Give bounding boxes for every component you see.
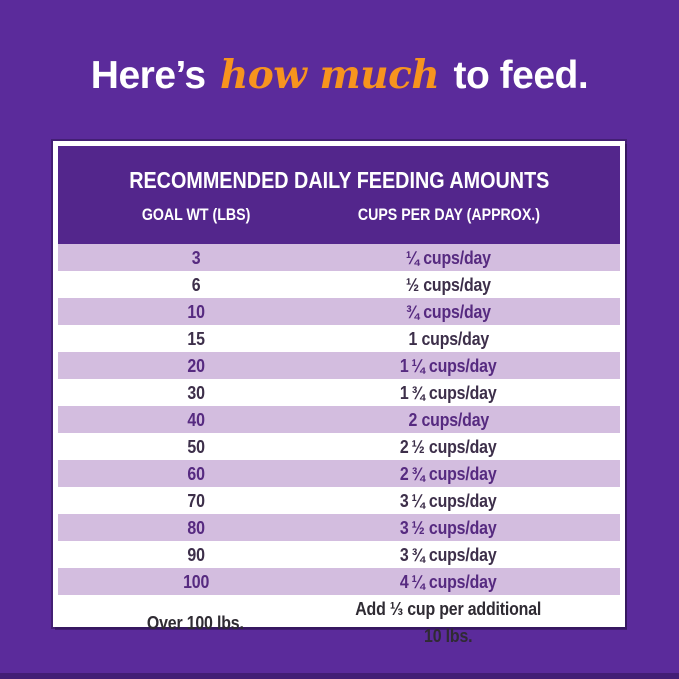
cell-goal-wt: 15 [187, 328, 205, 349]
cell-cups: ½ cups/day [406, 274, 492, 295]
cell-goal-wt: 40 [187, 409, 205, 430]
cell-cups: 3 ¾ cups/day [400, 544, 497, 565]
table-rows: 3 ¼ cups/day 6 ½ cups/day 10 ¾ cups/day … [58, 244, 620, 646]
bottom-edge-shading [0, 673, 679, 679]
cell-goal-wt: 3 [191, 247, 201, 268]
cell-goal-wt: 100 [182, 571, 209, 592]
cell-goal-wt: 10 [187, 301, 205, 322]
cell-cups: 2 ¾ cups/day [400, 463, 497, 484]
table-row: 30 1 ¾ cups/day [58, 379, 620, 406]
cell-goal-wt: Over 100 lbs. [147, 611, 245, 633]
cell-cups: 1 ¼ cups/day [400, 355, 497, 376]
table-row: 40 2 cups/day [58, 406, 620, 433]
column-headers: GOAL WT (LBS) CUPS PER DAY (APPROX.) [58, 206, 620, 225]
page-title-part2: to feed. [453, 54, 589, 97]
cell-cups: 1 ¾ cups/day [400, 382, 497, 403]
cell-cups: 3 ¼ cups/day [400, 490, 497, 511]
table-row-over-100: Over 100 lbs. Add ⅓ cup per additional 1… [58, 595, 620, 646]
cell-goal-wt: 20 [187, 355, 205, 376]
table-header-band: RECOMMENDED DAILY FEEDING AMOUNTS GOAL W… [58, 146, 620, 244]
cell-goal-wt: 90 [187, 544, 205, 565]
table-row: 3 ¼ cups/day [58, 244, 620, 271]
table-row: 90 3 ¾ cups/day [58, 541, 620, 568]
table-row: 6 ½ cups/day [58, 271, 620, 298]
cell-goal-wt: 80 [187, 517, 205, 538]
feeding-table: RECOMMENDED DAILY FEEDING AMOUNTS GOAL W… [51, 139, 627, 646]
table-row: 15 1 cups/day [58, 325, 620, 352]
cell-cups: Add ⅓ cup per additional 10 lbs. [355, 598, 542, 646]
cell-cups: 3 ½ cups/day [400, 517, 497, 538]
column-header-goal-wt: GOAL WT (LBS) [141, 206, 250, 224]
cell-goal-wt: 6 [191, 274, 201, 295]
page-title-part1: Here’s [90, 54, 206, 97]
column-header-cups: CUPS PER DAY (APPROX.) [357, 206, 540, 224]
cell-cups: 2 cups/day [408, 409, 489, 430]
cell-cups: ¼ cups/day [406, 247, 492, 268]
cell-cups: ¾ cups/day [406, 301, 492, 322]
cell-cups: 2 ½ cups/day [400, 436, 497, 457]
cell-cups: 1 cups/day [408, 328, 489, 349]
table-row: 10 ¾ cups/day [58, 298, 620, 325]
table-row: 20 1 ¼ cups/day [58, 352, 620, 379]
cell-cups: 4 ¼ cups/day [400, 571, 497, 592]
table-row: 50 2 ½ cups/day [58, 433, 620, 460]
table-row: 70 3 ¼ cups/day [58, 487, 620, 514]
page-title: Here’s how much to feed. [0, 52, 679, 98]
cell-goal-wt: 30 [187, 382, 205, 403]
cell-goal-wt: 60 [187, 463, 205, 484]
cell-goal-wt: 50 [187, 436, 205, 457]
table-title: RECOMMENDED DAILY FEEDING AMOUNTS [128, 167, 550, 193]
page-title-highlight: how much [219, 52, 440, 98]
cell-goal-wt: 70 [187, 490, 205, 511]
table-row: 60 2 ¾ cups/day [58, 460, 620, 487]
table-row: 80 3 ½ cups/day [58, 514, 620, 541]
table-row: 100 4 ¼ cups/day [58, 568, 620, 595]
